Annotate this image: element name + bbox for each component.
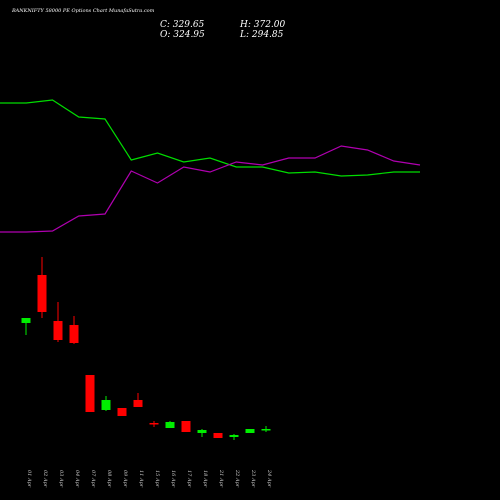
candle-body: [37, 275, 47, 312]
candle-body: [85, 375, 95, 412]
chart-title: BANKNIFTY 58000 PE Options Chart MunafaS…: [11, 8, 155, 14]
high-label: H: 372.00: [239, 20, 286, 30]
x-tick-label: 01 Apr: [26, 470, 32, 488]
candle-body: [117, 408, 127, 416]
candle-body: [165, 422, 175, 428]
x-tick-label: 04 Apr: [74, 470, 80, 488]
candle-body: [197, 430, 207, 433]
x-tick-label: 22 Apr: [234, 469, 240, 488]
x-tick-label: 23 Apr: [250, 469, 256, 488]
candle-body: [261, 429, 271, 431]
candle-body: [21, 318, 31, 323]
candle-body: [181, 421, 191, 432]
open-label: O: 324.95: [160, 30, 205, 40]
candle-body: [69, 325, 79, 343]
x-tick-label: 17 Apr: [186, 470, 192, 488]
x-tick-label: 09 Apr: [122, 470, 128, 488]
candle-body: [213, 433, 223, 438]
x-tick-label: 21 Apr: [218, 469, 224, 488]
close-label: C: 329.65: [160, 20, 205, 30]
x-tick-label: 02 Apr: [42, 470, 48, 488]
candle-body: [149, 423, 159, 425]
x-tick-label: 16 Apr: [170, 470, 176, 488]
x-tick-label: 03 Apr: [58, 470, 64, 488]
line-series: [0, 145, 421, 233]
x-tick-label: 07 Apr: [90, 470, 96, 488]
x-tick-label: 24 Apr: [266, 469, 272, 488]
x-tick-label: 11 Apr: [138, 470, 144, 488]
candle-body: [53, 321, 63, 340]
candle-body: [229, 435, 239, 437]
x-tick-label: 08 Apr: [106, 470, 112, 488]
candle-body: [245, 429, 255, 433]
line-series: [0, 99, 420, 177]
x-tick-label: 18 Apr: [202, 470, 208, 488]
low-label: L: 294.85: [239, 30, 284, 40]
candle-body: [101, 400, 111, 410]
x-tick-label: 15 Apr: [154, 470, 160, 488]
candle-body: [133, 400, 143, 407]
